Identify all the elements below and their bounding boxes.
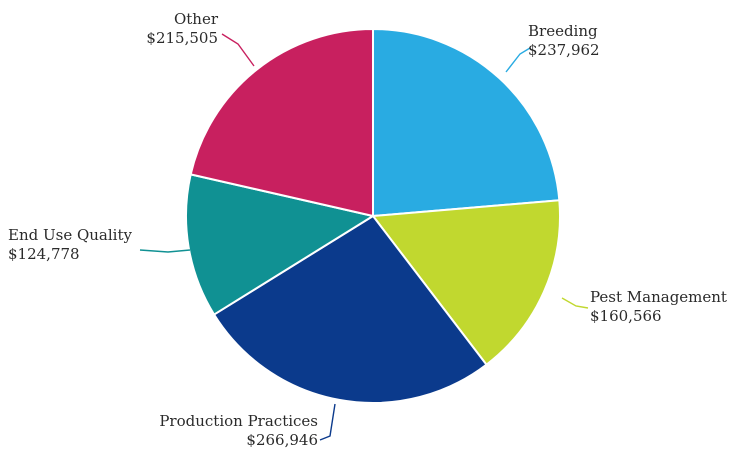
leader-line-end-use-quality xyxy=(139,249,191,253)
pie-slice-other xyxy=(189,27,374,218)
label-pest-management: Pest Management $160,566 xyxy=(590,288,727,326)
label-other-name: Other xyxy=(173,10,218,28)
pie-slice-pest-management xyxy=(371,199,561,367)
label-breeding-name: Breeding xyxy=(528,22,598,40)
leader-line-other xyxy=(221,33,255,67)
pie-slice-end-use-quality xyxy=(185,173,376,316)
label-breeding-value: $237,962 xyxy=(528,41,600,59)
label-other-value: $215,505 xyxy=(146,29,218,47)
label-other: Other $215,505 xyxy=(128,10,218,48)
leader-line-pest-management xyxy=(561,297,589,309)
label-production-practices-value: $266,946 xyxy=(246,431,318,449)
label-production-practices: Production Practices $266,946 xyxy=(120,412,318,450)
label-pest-management-value: $160,566 xyxy=(590,307,662,325)
label-end-use-quality: End Use Quality $124,778 xyxy=(8,226,132,264)
pie-slice-breeding xyxy=(372,27,561,218)
leader-line-breeding xyxy=(505,47,531,73)
pie-slices xyxy=(185,27,561,404)
pie-slice-production-practices xyxy=(212,214,488,404)
label-end-use-quality-value: $124,778 xyxy=(8,245,80,263)
label-breeding: Breeding $237,962 xyxy=(528,22,600,60)
leader-line-production-practices xyxy=(319,403,336,441)
leader-lines xyxy=(139,33,589,441)
label-pest-management-name: Pest Management xyxy=(590,288,727,306)
label-end-use-quality-name: End Use Quality xyxy=(8,226,132,244)
label-production-practices-name: Production Practices xyxy=(159,412,318,430)
